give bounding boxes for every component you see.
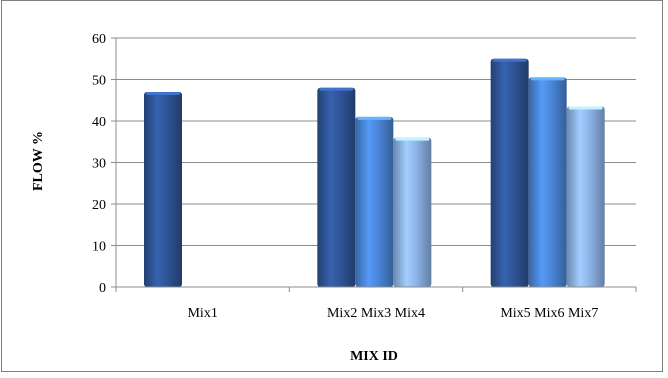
y-tick-label: 20 <box>92 198 106 213</box>
bar <box>490 58 529 287</box>
bar-highlight <box>568 106 603 110</box>
y-tick-label: 30 <box>92 157 106 172</box>
bar <box>566 106 605 287</box>
y-axis-title: FLOW % <box>31 131 46 191</box>
bar-chart: 0 10 20 30 40 50 60 Mix1 Mix2 Mix3 Mix4 Mix5 Mix6… <box>31 32 637 364</box>
axes <box>111 37 637 292</box>
bar-highlight <box>357 116 392 120</box>
y-tick-label: 10 <box>92 240 106 255</box>
y-tick-label: 0 <box>99 281 106 296</box>
x-tick-label: Mix5 Mix6 Mix7 <box>500 306 598 321</box>
bar-highlight <box>395 137 430 141</box>
y-tick-label: 60 <box>92 32 106 47</box>
bar <box>355 116 394 287</box>
y-tick-label: 40 <box>92 115 106 130</box>
x-tick-label: Mix1 <box>187 306 217 321</box>
bar <box>528 77 567 287</box>
bar <box>317 87 356 287</box>
bar-highlight <box>319 87 354 91</box>
y-tick-label: 50 <box>92 74 106 89</box>
bar <box>144 91 182 287</box>
bars <box>144 58 605 287</box>
chart-frame: 0 10 20 30 40 50 60 Mix1 Mix2 Mix3 Mix4 Mix5 Mix6… <box>1 0 663 372</box>
tick-labels: 0 10 20 30 40 50 60 Mix1 Mix2 Mix3 Mix4 Mix5 Mix6… <box>92 32 598 321</box>
bar-highlight <box>530 77 565 81</box>
bar-highlight <box>146 91 180 95</box>
bar-highlight <box>492 58 527 62</box>
bar <box>393 137 432 287</box>
x-axis-title: MIX ID <box>350 349 398 364</box>
x-tick-label: Mix2 Mix3 Mix4 <box>327 306 425 321</box>
